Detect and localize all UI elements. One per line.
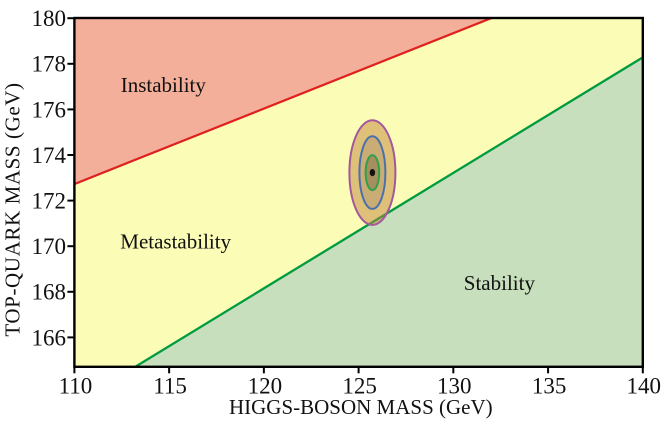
svg-text:140: 140 — [627, 374, 662, 399]
svg-text:120: 120 — [248, 374, 283, 399]
svg-text:110: 110 — [59, 374, 93, 399]
svg-text:HIGGS-BOSON MASS (GeV): HIGGS-BOSON MASS (GeV) — [229, 395, 493, 419]
svg-text:180: 180 — [32, 6, 67, 31]
svg-text:115: 115 — [153, 374, 187, 399]
svg-text:Instability: Instability — [121, 73, 207, 97]
svg-text:170: 170 — [32, 234, 67, 259]
svg-text:Metastability: Metastability — [120, 229, 231, 253]
svg-text:Stability: Stability — [464, 271, 536, 295]
svg-text:TOP-QUARK MASS (GeV): TOP-QUARK MASS (GeV) — [1, 82, 25, 336]
svg-text:168: 168 — [32, 280, 67, 305]
svg-text:178: 178 — [32, 52, 67, 77]
svg-text:166: 166 — [32, 325, 67, 350]
svg-text:174: 174 — [32, 143, 67, 168]
svg-text:172: 172 — [32, 189, 67, 214]
svg-text:135: 135 — [532, 374, 567, 399]
svg-text:125: 125 — [342, 374, 377, 399]
svg-text:176: 176 — [32, 97, 67, 122]
svg-text:130: 130 — [437, 374, 472, 399]
